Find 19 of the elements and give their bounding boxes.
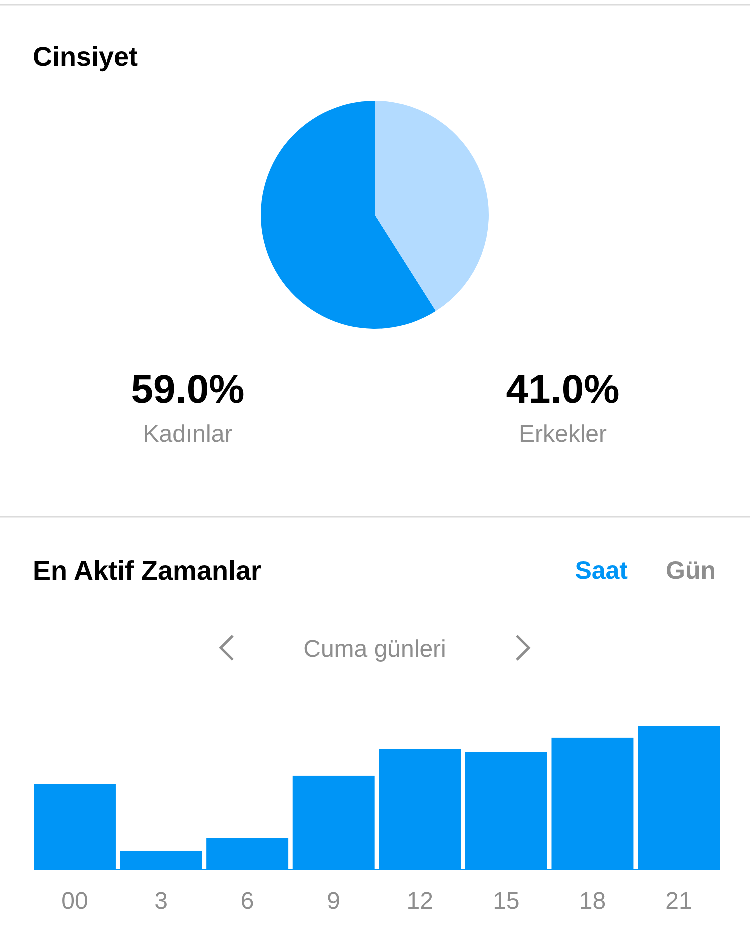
x-tick-label: 00 [62, 888, 88, 915]
pie-slice [261, 101, 436, 329]
chart-title: En Aktif Zamanlar [33, 556, 262, 586]
x-tick-label: 15 [493, 888, 520, 915]
text: Cuma günleri [304, 636, 446, 663]
x-tick-label: 12 [406, 888, 434, 915]
chart-title: Cinsiyet [33, 42, 138, 72]
x-tick-label: 6 [240, 888, 254, 915]
x-tick-label: 9 [327, 888, 341, 915]
x-tick-label: 21 [666, 888, 692, 915]
data-label: 59.0% [131, 368, 245, 412]
text: Gün [666, 557, 716, 585]
slice-label: Kadınlar [143, 421, 233, 448]
text: Saat [575, 557, 629, 585]
x-tick-label: 3 [154, 888, 168, 915]
data-label: 41.0% [506, 368, 620, 412]
pie-slice [375, 101, 489, 312]
slice-label: Erkekler [518, 421, 608, 448]
x-tick-label: 18 [579, 888, 606, 915]
